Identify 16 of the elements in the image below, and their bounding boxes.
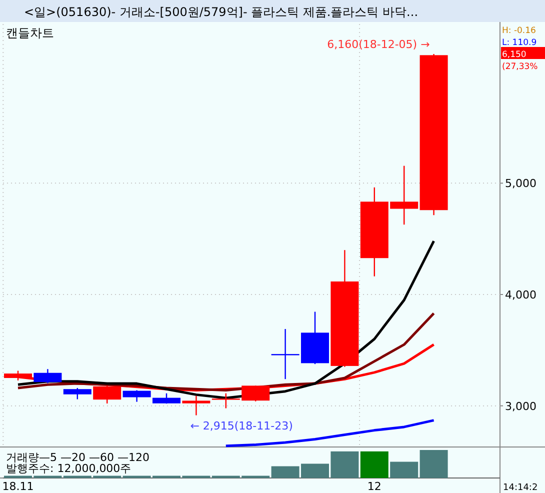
annotation: ← 2,915(18-11-23) [190, 419, 293, 432]
annotation: 거래량—5 —20 —60 —120 [6, 451, 150, 464]
text: L: 110.9 [502, 38, 537, 48]
text: (27,33% [502, 62, 538, 72]
text: 14:14:2 [503, 483, 538, 493]
y-tick-label: 5,000 [505, 177, 536, 190]
text: H: -0.16 [502, 26, 536, 36]
y-tick-label: 4,000 [505, 288, 536, 302]
text: 6,150 [502, 50, 526, 60]
y-tick-label: 3,000 [505, 400, 536, 413]
x-tick-label: 12 [367, 480, 382, 493]
x-tick-label: 18.11 [2, 480, 34, 493]
annotation: 발행주수: 12,000,000주 [6, 462, 132, 475]
chart-title: <일>(051630)- 거래소-[500원/579억]- 플라스틱 제품.플라스틱 바닥... [24, 5, 418, 19]
chart-subtitle: 캔들차트 [6, 26, 54, 40]
annotation: 6,160(18-12-05) → [327, 38, 430, 52]
